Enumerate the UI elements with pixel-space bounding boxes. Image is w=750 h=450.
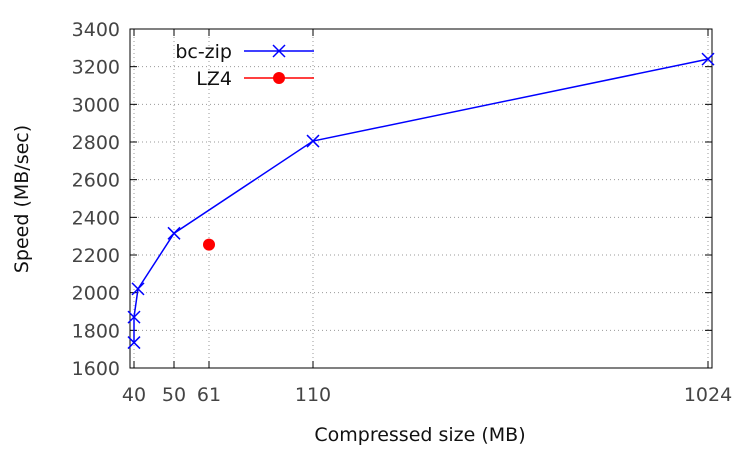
- data-point-bc-zip-stroke: [131, 282, 145, 296]
- legend-label: bc-zip: [175, 41, 232, 63]
- legend-marker-lz4: [273, 72, 285, 84]
- y-tick-label: 3000: [72, 94, 120, 116]
- data-point-bc-zip-stroke: [306, 134, 320, 148]
- y-tick-label: 2600: [72, 170, 120, 192]
- legend-item-lz4: LZ4: [196, 68, 314, 90]
- data-point-bc-zip-stroke: [701, 52, 715, 66]
- series-layer: [127, 52, 715, 350]
- legend: bc-zip LZ4: [175, 41, 314, 90]
- y-tick-label: 3200: [72, 57, 120, 79]
- data-point-bc-zip-stroke: [127, 310, 141, 324]
- data-point-bc-zip: [131, 282, 145, 296]
- y-axis-label: Speed (MB/sec): [11, 125, 33, 273]
- legend-marker-bc-zip-stroke: [272, 44, 286, 58]
- y-tick-label: 2000: [72, 283, 120, 305]
- x-tick-label: 40: [122, 384, 146, 406]
- data-point-bc-zip: [127, 310, 141, 324]
- y-tick-label: 1800: [72, 320, 120, 342]
- y-tick-label: 2400: [72, 207, 120, 229]
- x-tick-label: 61: [197, 384, 221, 406]
- plot-frame: [129, 28, 713, 369]
- x-axis-label: Compressed size (MB): [314, 424, 525, 446]
- y-tick-label: 3400: [72, 19, 120, 41]
- x-tick-label: 1024: [684, 384, 732, 406]
- series-lz4: [203, 238, 215, 251]
- data-point-bc-zip: [167, 226, 181, 240]
- grid: [130, 29, 712, 368]
- x-axis: 40 50 61 110 1024: [122, 29, 732, 406]
- data-point-bc-zip: [701, 52, 715, 66]
- y-tick-label: 2200: [72, 245, 120, 267]
- y-tick-label: 1600: [72, 358, 120, 380]
- x-tick-label: 110: [295, 384, 331, 406]
- data-point-bc-zip: [306, 134, 320, 148]
- x-tick-label: 50: [162, 384, 186, 406]
- data-point-bc-zip: [127, 336, 141, 350]
- data-point-bc-zip-stroke: [127, 336, 141, 350]
- legend-marker-bc-zip: [272, 44, 286, 58]
- legend-item-bc-zip: bc-zip: [175, 41, 314, 63]
- legend-label: LZ4: [196, 68, 232, 90]
- data-point-lz4: [203, 238, 215, 251]
- y-axis: 1600 1800 2000 2200 2400 2600 2800 3000 3200 3400: [72, 19, 712, 380]
- series-bc-zip: [127, 52, 715, 350]
- series-line-bc-zip: [133, 58, 709, 343]
- data-point-bc-zip-stroke: [167, 226, 181, 240]
- y-tick-label: 2800: [72, 132, 120, 154]
